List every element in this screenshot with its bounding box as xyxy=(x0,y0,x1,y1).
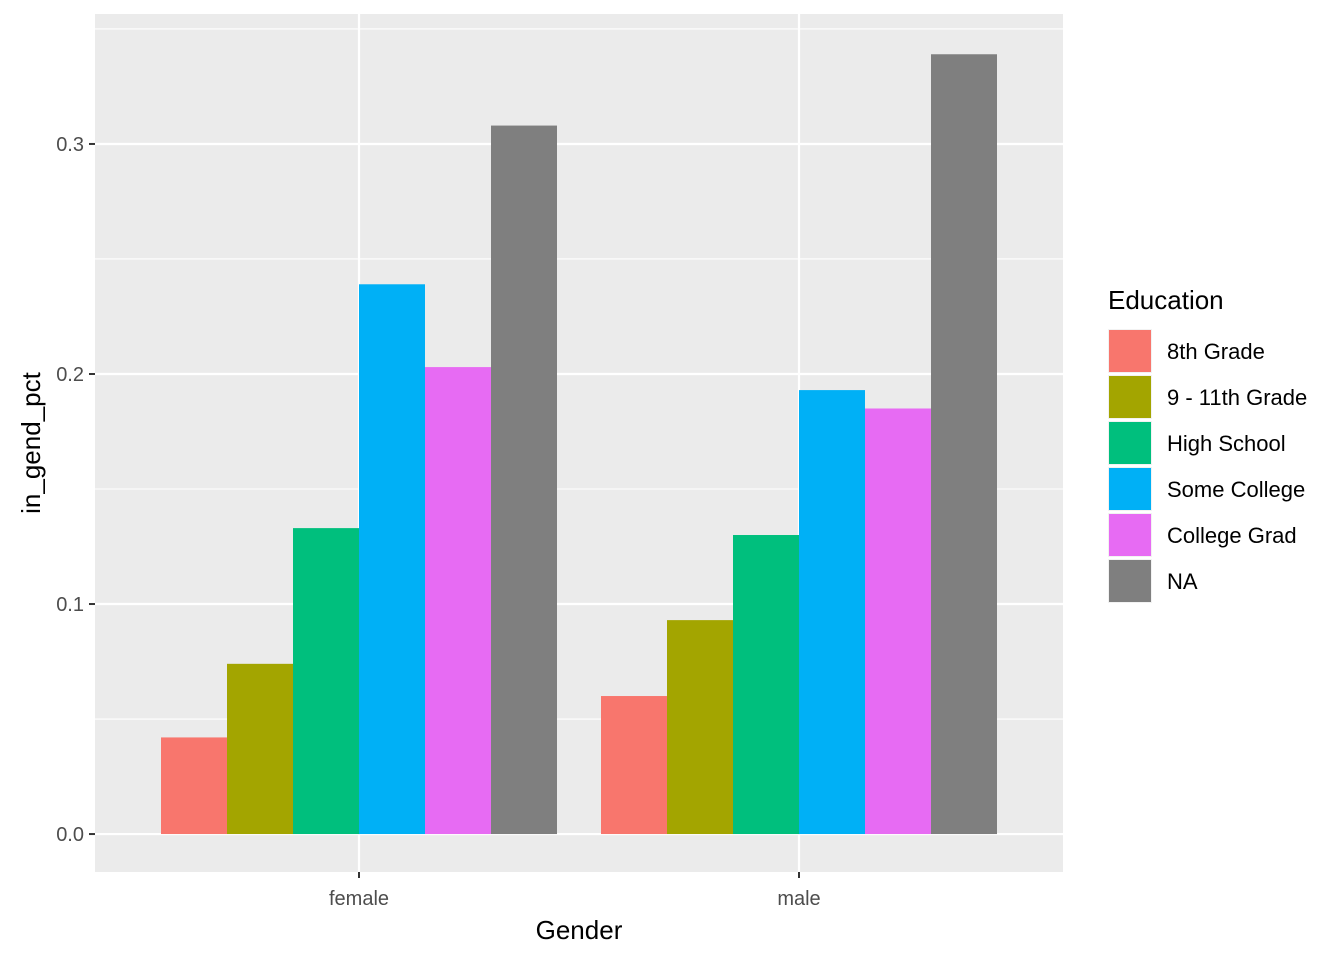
y-tick-label: 0.0 xyxy=(56,824,84,846)
legend-swatch xyxy=(1109,376,1151,418)
legend-label: High School xyxy=(1167,431,1286,456)
bar xyxy=(931,54,997,835)
bar xyxy=(425,367,491,835)
legend-label: 8th Grade xyxy=(1167,339,1265,364)
y-tick-label: 0.2 xyxy=(56,364,84,386)
bar xyxy=(601,696,667,835)
bar xyxy=(359,284,425,835)
legend-swatch xyxy=(1109,330,1151,372)
bar xyxy=(491,125,557,835)
legend-swatch xyxy=(1109,560,1151,602)
legend: Education 8th Grade 9 - 11th Grade High Sc… xyxy=(1108,285,1307,603)
y-axis-title: in_gend_pct xyxy=(16,371,46,513)
x-axis: female male xyxy=(329,872,821,910)
legend-swatch xyxy=(1109,514,1151,556)
bar xyxy=(799,390,865,835)
legend-label: Some College xyxy=(1167,477,1305,502)
x-tick-label: male xyxy=(777,888,820,910)
bar xyxy=(733,535,799,835)
bar xyxy=(227,663,293,835)
legend-label: NA xyxy=(1167,569,1198,594)
bar xyxy=(293,528,359,835)
bars xyxy=(161,54,997,835)
y-axis: 0.0 0.1 0.2 0.3 xyxy=(56,134,95,846)
x-axis-title: Gender xyxy=(536,915,623,945)
bar xyxy=(161,737,227,835)
x-tick-label: female xyxy=(329,888,389,910)
bar xyxy=(667,620,733,835)
y-tick-label: 0.3 xyxy=(56,134,84,156)
legend-swatch xyxy=(1109,468,1151,510)
legend-title: Education xyxy=(1108,285,1224,315)
y-tick-label: 0.1 xyxy=(56,594,84,616)
legend-swatch xyxy=(1109,422,1151,464)
legend-label: College Grad xyxy=(1167,523,1297,548)
bar xyxy=(865,408,931,835)
legend-label: 9 - 11th Grade xyxy=(1167,385,1307,410)
